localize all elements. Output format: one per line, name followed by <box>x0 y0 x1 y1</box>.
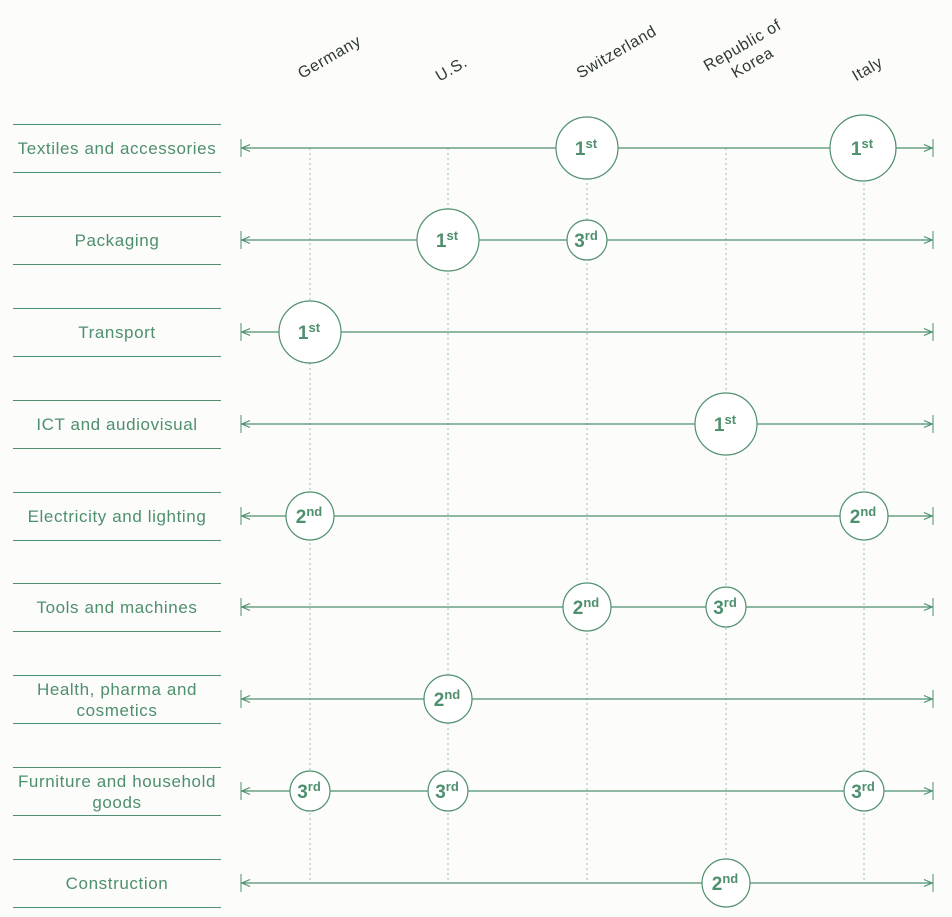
sector-label: Health, pharma and cosmetics <box>13 675 221 724</box>
rank-bubble <box>705 586 747 628</box>
right-arrowhead <box>923 786 934 796</box>
sector-label: Furniture and household goods <box>13 767 221 816</box>
rank-label: 2nd <box>296 504 323 528</box>
right-arrowhead <box>923 878 934 888</box>
rank-bubble <box>829 114 897 182</box>
right-arrowhead <box>923 694 934 704</box>
rank-bubble <box>423 674 473 724</box>
rank-label: 1st <box>436 228 459 252</box>
left-arrowhead <box>240 235 251 245</box>
rank-label: 3rd <box>713 595 737 619</box>
rank-label: 1st <box>851 136 874 160</box>
rank-label: 3rd <box>851 779 875 803</box>
rank-label: 3rd <box>574 228 598 252</box>
rank-bubble <box>278 300 342 364</box>
rank-bubble <box>416 208 480 272</box>
left-arrowhead <box>240 143 251 153</box>
left-arrowhead <box>240 419 251 429</box>
rank-label: 3rd <box>297 779 321 803</box>
sector-label: ICT and audiovisual <box>13 400 221 449</box>
rank-bubble <box>566 219 608 261</box>
rank-bubble <box>694 392 758 456</box>
rank-label: 1st <box>714 412 737 436</box>
sector-label: Textiles and accessories <box>13 124 221 173</box>
rank-bubble <box>839 491 889 541</box>
rank-bubble <box>843 770 885 812</box>
right-arrowhead <box>923 143 934 153</box>
sector-label: Electricity and lighting <box>13 492 221 541</box>
right-arrowhead <box>923 511 934 521</box>
rank-bubble <box>701 858 751 908</box>
left-arrowhead <box>240 878 251 888</box>
rank-bubble <box>289 770 331 812</box>
rank-label: 2nd <box>712 871 739 895</box>
sector-label: Transport <box>13 308 221 357</box>
rank-bubble <box>562 582 612 632</box>
rank-label: 2nd <box>850 504 877 528</box>
rank-label: 2nd <box>573 595 600 619</box>
rank-label: 1st <box>575 136 598 160</box>
sector-label: Tools and machines <box>13 583 221 632</box>
rank-label: 1st <box>298 320 321 344</box>
sector-label: Packaging <box>13 216 221 265</box>
right-arrowhead <box>923 235 934 245</box>
rank-bubble <box>555 116 619 180</box>
right-arrowhead <box>923 327 934 337</box>
rank-label: 3rd <box>435 779 459 803</box>
rank-bubble <box>427 770 469 812</box>
left-arrowhead <box>240 511 251 521</box>
left-arrowhead <box>240 694 251 704</box>
left-arrowhead <box>240 602 251 612</box>
rank-bubble <box>285 491 335 541</box>
sector-label: Construction <box>13 859 221 908</box>
left-arrowhead <box>240 786 251 796</box>
right-arrowhead <box>923 602 934 612</box>
left-arrowhead <box>240 327 251 337</box>
rank-label: 2nd <box>434 687 461 711</box>
right-arrowhead <box>923 419 934 429</box>
